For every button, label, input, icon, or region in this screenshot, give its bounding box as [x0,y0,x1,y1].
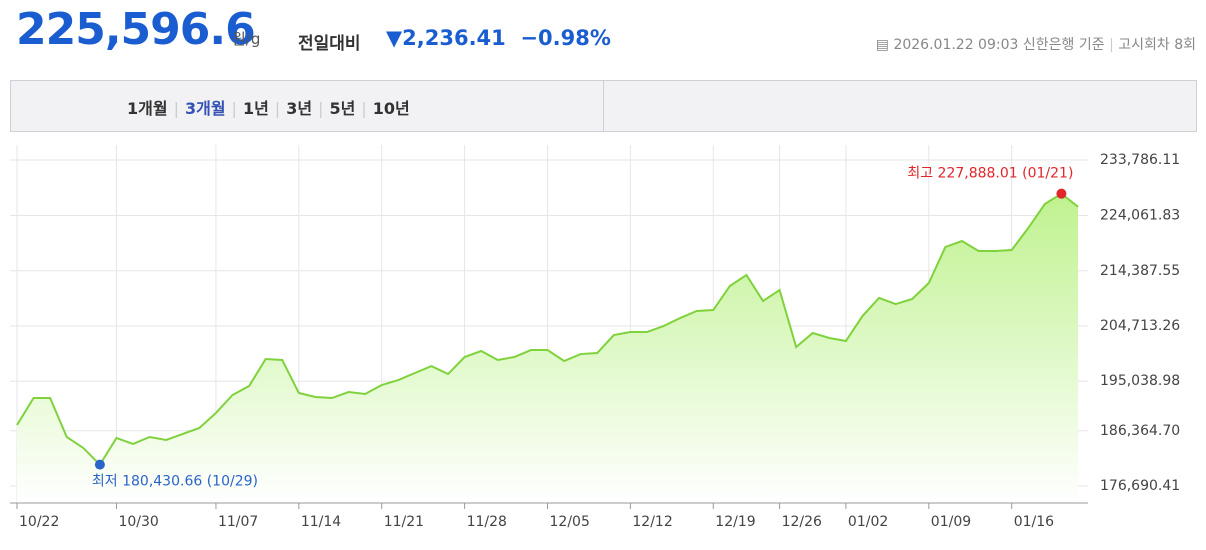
price-line [16,192,1079,467]
meta: ▤ 2026.01.22 09:03 신한은행 기준 | 고시회차 8회 [875,37,1196,53]
divider [603,81,604,131]
x-tick-label: 12/05 [550,514,590,530]
x-tick-label: 01/09 [931,514,971,530]
x-tick-label: 10/22 [19,514,59,530]
x-tick-label: 12/19 [715,514,755,530]
round: 고시회차 8회 [1118,37,1196,53]
x-tick-label: 11/14 [301,514,341,530]
unit: 원/g [232,30,261,48]
extreme-point [1056,188,1067,199]
x-tick-label: 12/12 [632,514,672,530]
compare-label: 전일대비 [298,34,361,54]
x-tick-label: 11/28 [467,514,507,530]
tab-separator: | [274,99,281,118]
change-pct: −0.98% [520,26,611,50]
change-value: 2,236.41 [402,26,506,50]
y-tick-label: 195,038.98 [1100,373,1180,389]
tab-separator: | [231,99,237,118]
x-tick-label: 11/07 [218,514,258,530]
tab-separator: | [173,99,179,118]
period-tab[interactable]: 3개월 [184,99,226,118]
period-tab[interactable]: 10년 [372,99,410,118]
tab-list: 1개월 | 3개월 | 1년 | 3년 | 5년 | 10년 [127,95,410,119]
tab-separator: | [318,99,324,118]
period-tab[interactable]: 1년 [242,99,269,118]
bank: 신한은행 기준 [1022,37,1105,53]
annotation: 최고 227,888.01 (01/21) [907,166,1073,182]
period-tab[interactable]: 5년 [329,99,356,118]
annotation: 최저 180,430.66 (10/29) [92,474,258,490]
tab-separator: | [361,99,367,118]
x-tick-label: 01/16 [1014,514,1054,530]
y-tick-label: 224,061.83 [1100,208,1180,224]
price: 225,596.6 [16,4,256,55]
x-tick-label: 10/30 [118,514,158,530]
y-tick-label: 233,786.11 [1100,152,1180,168]
y-tick-label: 186,364.70 [1100,423,1180,439]
period-tabs: 1개월 | 3개월 | 1년 | 3년 | 5년 | 10년 [10,80,1197,132]
y-tick-label: 204,713.26 [1100,318,1180,334]
extreme-point [94,459,105,470]
x-tick-label: 01/02 [848,514,888,530]
datetime: 2026.01.22 09:03 [893,37,1019,53]
calendar-icon: ▤ [875,37,889,53]
x-tick-label: 11/21 [384,514,424,530]
x-tick-label: 12/26 [782,514,822,530]
area-fill [17,193,1078,503]
down-arrow: ▼ [386,26,403,50]
period-tab[interactable]: 3년 [286,99,313,118]
y-tick-label: 214,387.55 [1100,263,1180,279]
change: ▼2,236.41 −0.98% [386,26,611,50]
period-tab[interactable]: 1개월 [127,99,168,118]
y-tick-label: 176,690.41 [1100,478,1180,494]
